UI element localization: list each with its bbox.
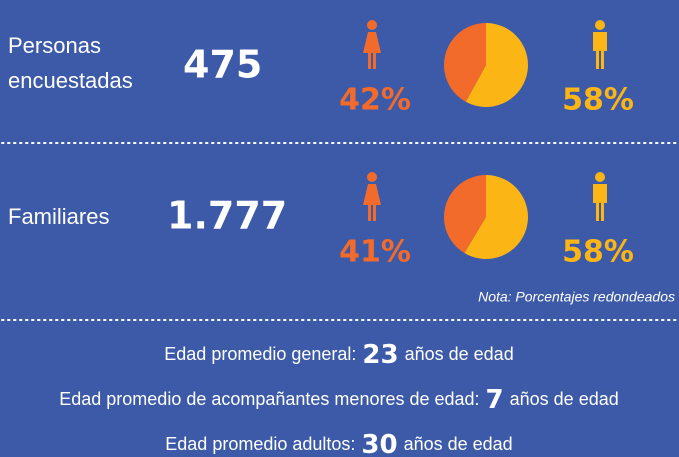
age-label: Edad promedio adultos: bbox=[165, 434, 355, 454]
age-value: 7 bbox=[486, 385, 504, 415]
age-line: Edad promedio adultos: 30 años de edad bbox=[165, 430, 512, 457]
age-value: 23 bbox=[362, 340, 398, 370]
age-label: Edad promedio de acompañantes menores de… bbox=[59, 389, 479, 409]
age-unit: años de edad bbox=[404, 434, 513, 454]
pie-male bbox=[464, 175, 528, 259]
age-line: Edad promedio de acompañantes menores de… bbox=[59, 385, 619, 415]
note: Nota: Porcentajes redondeados bbox=[478, 289, 675, 305]
male-percent: 58% bbox=[562, 83, 634, 118]
female-percent: 41% bbox=[339, 235, 411, 270]
pie-male bbox=[465, 23, 529, 108]
age-unit: años de edad bbox=[405, 344, 514, 364]
row-label: Familiares bbox=[8, 204, 109, 229]
male-percent: 58% bbox=[562, 235, 634, 270]
row-total: 1.777 bbox=[167, 194, 287, 238]
pie-female bbox=[444, 23, 486, 102]
female-percent: 42% bbox=[339, 83, 411, 118]
row-label: encuestadas bbox=[8, 68, 133, 93]
age-label: Edad promedio general: bbox=[164, 344, 356, 364]
pie-female bbox=[444, 175, 486, 254]
age-value: 30 bbox=[361, 430, 397, 457]
row-total: 475 bbox=[183, 43, 262, 87]
age-unit: años de edad bbox=[510, 389, 619, 409]
age-line: Edad promedio general: 23 años de edad bbox=[164, 340, 513, 370]
row-label: Personas bbox=[8, 33, 101, 58]
